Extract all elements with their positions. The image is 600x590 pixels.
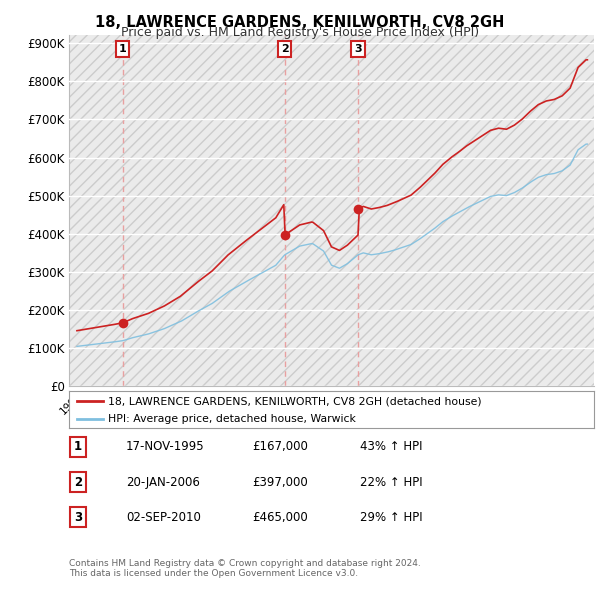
Text: 20-JAN-2006: 20-JAN-2006: [126, 476, 200, 489]
Text: 2: 2: [281, 44, 289, 54]
Text: 29% ↑ HPI: 29% ↑ HPI: [360, 511, 422, 524]
Text: This data is licensed under the Open Government Licence v3.0.: This data is licensed under the Open Gov…: [69, 569, 358, 578]
Text: 1: 1: [74, 440, 82, 453]
Text: 3: 3: [354, 44, 362, 54]
Text: £465,000: £465,000: [252, 511, 308, 524]
Text: 02-SEP-2010: 02-SEP-2010: [126, 511, 201, 524]
Text: HPI: Average price, detached house, Warwick: HPI: Average price, detached house, Warw…: [109, 414, 356, 424]
Text: 3: 3: [74, 511, 82, 524]
Text: Price paid vs. HM Land Registry's House Price Index (HPI): Price paid vs. HM Land Registry's House …: [121, 26, 479, 39]
Text: 18, LAWRENCE GARDENS, KENILWORTH, CV8 2GH (detached house): 18, LAWRENCE GARDENS, KENILWORTH, CV8 2G…: [109, 396, 482, 407]
Text: 2: 2: [74, 476, 82, 489]
Text: 17-NOV-1995: 17-NOV-1995: [126, 440, 205, 453]
Text: 18, LAWRENCE GARDENS, KENILWORTH, CV8 2GH: 18, LAWRENCE GARDENS, KENILWORTH, CV8 2G…: [95, 15, 505, 30]
Text: 1: 1: [119, 44, 127, 54]
Text: £397,000: £397,000: [252, 476, 308, 489]
Text: 22% ↑ HPI: 22% ↑ HPI: [360, 476, 422, 489]
Text: £167,000: £167,000: [252, 440, 308, 453]
Text: 43% ↑ HPI: 43% ↑ HPI: [360, 440, 422, 453]
Text: Contains HM Land Registry data © Crown copyright and database right 2024.: Contains HM Land Registry data © Crown c…: [69, 559, 421, 568]
